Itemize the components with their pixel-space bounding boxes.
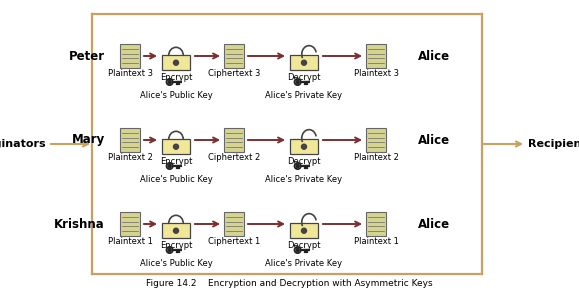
Text: Alice's Public Key: Alice's Public Key <box>140 259 212 268</box>
Text: Decrypt: Decrypt <box>287 157 321 166</box>
Text: Encrypt: Encrypt <box>160 241 192 250</box>
Text: Plaintext 1: Plaintext 1 <box>354 237 398 246</box>
Bar <box>366 128 386 152</box>
Text: Alice: Alice <box>418 133 450 147</box>
Bar <box>120 128 140 152</box>
Text: Decrypt: Decrypt <box>287 241 321 250</box>
Bar <box>224 44 244 68</box>
Circle shape <box>296 80 299 84</box>
Text: Alice: Alice <box>418 50 450 62</box>
Text: Ciphertext 2: Ciphertext 2 <box>208 153 260 162</box>
Text: Ciphertext 3: Ciphertext 3 <box>208 69 260 78</box>
Circle shape <box>168 164 171 168</box>
Bar <box>120 212 140 236</box>
Text: Peter: Peter <box>69 50 105 62</box>
Bar <box>290 223 318 238</box>
Bar <box>162 223 190 238</box>
Text: Originators: Originators <box>0 139 46 149</box>
Text: Encrypt: Encrypt <box>160 73 192 82</box>
Text: Plaintext 1: Plaintext 1 <box>108 237 152 246</box>
Bar <box>224 128 244 152</box>
Text: Alice's Private Key: Alice's Private Key <box>265 175 343 184</box>
Circle shape <box>168 248 171 252</box>
Bar <box>290 140 318 154</box>
Text: Mary: Mary <box>72 133 105 147</box>
Text: Plaintext 2: Plaintext 2 <box>354 153 398 162</box>
Circle shape <box>174 60 178 65</box>
Circle shape <box>296 164 299 168</box>
Text: Alice's Private Key: Alice's Private Key <box>265 91 343 100</box>
Circle shape <box>302 228 306 233</box>
Circle shape <box>302 144 306 149</box>
Text: Alice: Alice <box>418 218 450 230</box>
Text: Alice's Private Key: Alice's Private Key <box>265 259 343 268</box>
Text: Encrypt: Encrypt <box>160 157 192 166</box>
Text: Alice's Public Key: Alice's Public Key <box>140 91 212 100</box>
Bar <box>120 44 140 68</box>
Text: Krishna: Krishna <box>54 218 105 230</box>
Text: Decrypt: Decrypt <box>287 73 321 82</box>
Circle shape <box>296 248 299 252</box>
Circle shape <box>168 80 171 84</box>
Circle shape <box>174 144 178 149</box>
Bar <box>290 55 318 70</box>
Text: Ciphertext 1: Ciphertext 1 <box>208 237 260 246</box>
Text: Plaintext 2: Plaintext 2 <box>108 153 152 162</box>
Circle shape <box>302 60 306 65</box>
Bar <box>224 212 244 236</box>
Text: Alice's Public Key: Alice's Public Key <box>140 175 212 184</box>
Bar <box>366 212 386 236</box>
Circle shape <box>174 228 178 233</box>
Text: Plaintext 3: Plaintext 3 <box>108 69 152 78</box>
Bar <box>366 44 386 68</box>
Text: Figure 14.2    Encryption and Decryption with Asymmetric Keys: Figure 14.2 Encryption and Decryption wi… <box>146 279 433 288</box>
Text: Plaintext 3: Plaintext 3 <box>354 69 398 78</box>
Bar <box>162 55 190 70</box>
Bar <box>162 140 190 154</box>
Text: Recipients: Recipients <box>528 139 579 149</box>
